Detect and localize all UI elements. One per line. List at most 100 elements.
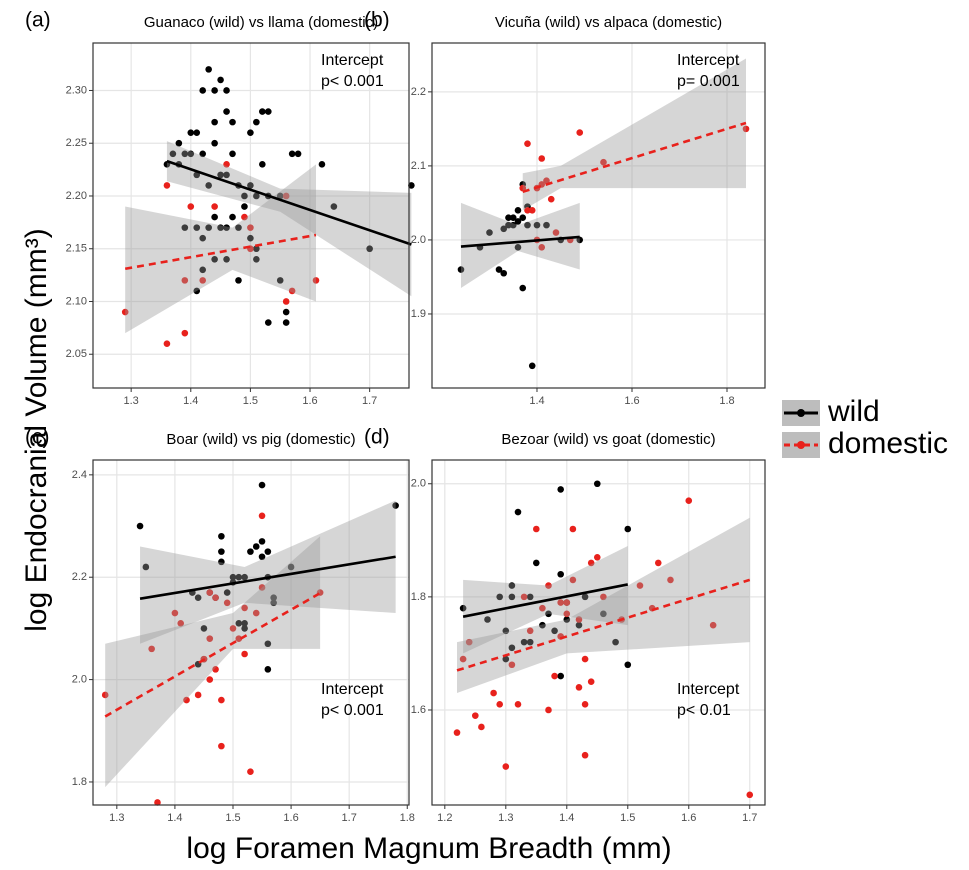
point <box>533 526 540 533</box>
point <box>164 340 171 347</box>
point <box>582 752 589 759</box>
legend-label: wild <box>827 395 880 428</box>
y-tick-label: 2.1 <box>411 160 426 172</box>
annotation: p< 0.01 <box>677 702 731 719</box>
point <box>588 678 595 685</box>
y-tick-label: 2.4 <box>72 469 87 481</box>
point <box>515 207 522 214</box>
point <box>199 87 206 94</box>
point <box>685 497 692 504</box>
point <box>182 330 189 337</box>
x-tick-label: 1.3 <box>124 395 139 407</box>
point <box>515 701 522 708</box>
point <box>557 571 564 578</box>
panel-title: Guanaco (wild) vs llama (domestic) <box>144 14 378 31</box>
y-tick-label: 2.0 <box>72 673 87 685</box>
x-tick-label: 1.8 <box>400 812 415 824</box>
point <box>218 548 225 555</box>
point <box>454 729 461 736</box>
point <box>490 690 497 697</box>
point <box>576 684 583 691</box>
point <box>594 554 601 561</box>
point <box>229 150 236 157</box>
point <box>576 129 583 136</box>
legend-key-point <box>797 409 805 417</box>
annotation: Intercept <box>677 681 740 698</box>
point <box>283 309 290 316</box>
point <box>746 792 753 799</box>
point <box>211 87 218 94</box>
panel-label: (b) <box>364 9 390 32</box>
point <box>137 523 144 530</box>
point <box>529 362 536 369</box>
point <box>496 701 503 708</box>
y-tick-label: 2.0 <box>411 478 426 490</box>
point <box>259 108 266 115</box>
panel: (a)Guanaco (wild) vs llama (domestic)1.3… <box>25 9 415 407</box>
x-tick-label: 1.3 <box>498 812 513 824</box>
y-tick-label: 2.2 <box>411 86 426 98</box>
panel-label: (d) <box>364 426 390 449</box>
point <box>265 548 272 555</box>
point <box>283 298 290 305</box>
point <box>265 319 272 326</box>
x-tick-label: 1.5 <box>225 812 240 824</box>
point <box>524 140 531 147</box>
point <box>187 129 194 136</box>
y-tick-label: 2.20 <box>66 190 87 202</box>
y-tick-label: 1.8 <box>411 591 426 603</box>
point <box>217 77 224 84</box>
point <box>582 656 589 663</box>
x-tick-label: 1.6 <box>283 812 298 824</box>
point <box>195 692 202 699</box>
point <box>253 543 260 550</box>
point <box>211 203 218 210</box>
point <box>259 512 266 519</box>
point <box>519 214 526 221</box>
point <box>515 509 522 516</box>
annotation: Intercept <box>321 681 384 698</box>
y-tick-label: 2.25 <box>66 137 87 149</box>
panel-title: Bezoar (wild) vs goat (domestic) <box>501 431 715 448</box>
point <box>295 150 302 157</box>
point <box>259 482 266 489</box>
y-tick-label: 1.9 <box>411 308 426 320</box>
x-tick-label: 1.4 <box>529 395 544 407</box>
point <box>259 538 266 545</box>
panel: (c)Boar (wild) vs pig (domestic)1.31.41.… <box>25 426 415 824</box>
point <box>211 214 218 221</box>
point <box>472 712 479 719</box>
y-tick-label: 2.2 <box>72 571 87 583</box>
point <box>265 666 272 673</box>
point <box>289 150 296 157</box>
point <box>247 548 254 555</box>
point <box>211 119 218 126</box>
point <box>533 560 540 567</box>
point <box>164 182 171 189</box>
x-tick-label: 1.6 <box>624 395 639 407</box>
x-tick-label: 1.6 <box>681 812 696 824</box>
legend-label: domestic <box>828 427 948 460</box>
point <box>283 319 290 326</box>
y-tick-label: 2.10 <box>66 295 87 307</box>
point <box>241 203 248 210</box>
point <box>594 480 601 487</box>
point <box>218 743 225 750</box>
annotation: p< 0.001 <box>321 702 384 719</box>
point <box>319 161 326 168</box>
x-tick-label: 1.7 <box>362 395 377 407</box>
y-tick-label: 2.0 <box>411 234 426 246</box>
point <box>655 560 662 567</box>
point <box>205 66 212 73</box>
point <box>253 119 260 126</box>
point <box>241 651 248 658</box>
point <box>548 196 555 203</box>
y-tick-label: 2.05 <box>66 348 87 360</box>
annotation: p< 0.001 <box>321 73 384 90</box>
point <box>500 270 507 277</box>
x-tick-label: 1.2 <box>437 812 452 824</box>
point <box>478 724 485 731</box>
point <box>265 108 272 115</box>
point <box>218 697 225 704</box>
x-tick-label: 1.4 <box>167 812 182 824</box>
